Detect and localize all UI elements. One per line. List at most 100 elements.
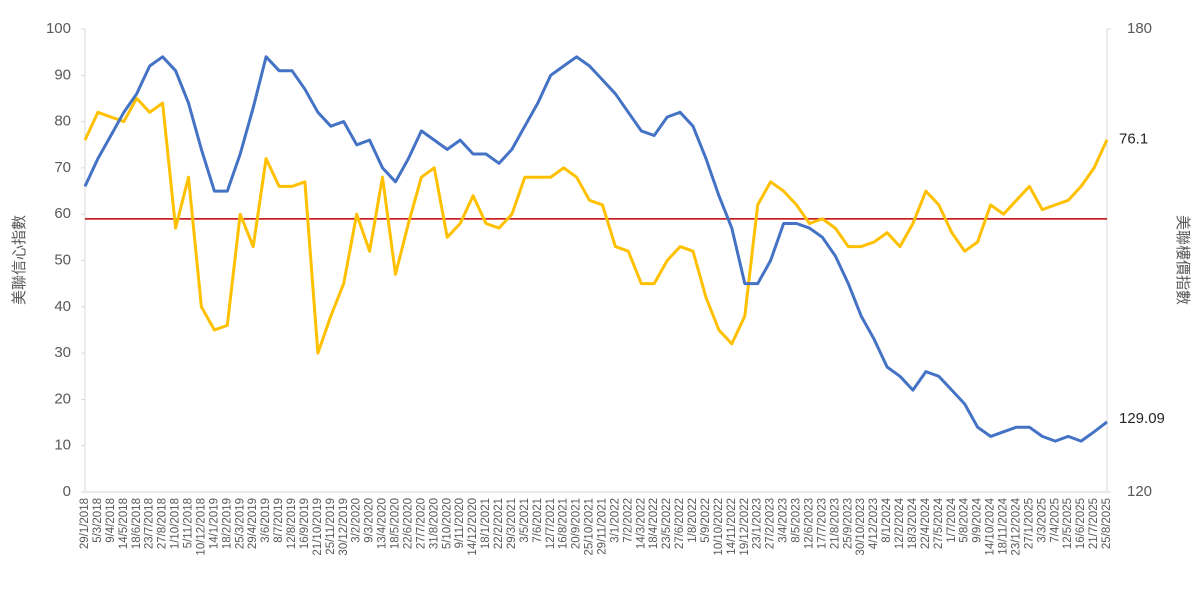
x-tick-label: 18/5/2020	[390, 498, 402, 549]
x-tick-label: 12/2/2024	[894, 497, 906, 549]
x-tick-label: 21/7/2025	[1088, 498, 1100, 549]
x-tick-label: 18/4/2022	[648, 498, 660, 549]
x-tick-label: 29/1/2018	[79, 498, 91, 549]
x-tick-label: 22/4/2024	[920, 497, 932, 549]
x-tick-label: 27/6/2022	[674, 498, 686, 549]
x-tick-label: 14/10/2024	[985, 497, 997, 555]
x-tick-label: 9/4/2018	[105, 498, 117, 543]
x-tick-label: 19/12/2022	[739, 498, 751, 556]
y-tick-label: 20	[54, 390, 71, 407]
y-tick-label: 50	[54, 251, 71, 268]
x-tick-label: 5/8/2024	[959, 497, 971, 542]
value-label: 76.1	[1119, 131, 1148, 148]
x-tick-label: 3/3/2025	[1036, 498, 1048, 543]
x-tick-label: 27/8/2018	[157, 498, 169, 549]
x-tick-label: 14/3/2022	[635, 498, 647, 549]
x-tick-label: 18/2/2019	[221, 498, 233, 549]
x-tick-label: 13/4/2020	[377, 498, 389, 549]
x-tick-label: 25/9/2023	[842, 498, 854, 549]
x-tick-label: 27/5/2024	[933, 497, 945, 549]
x-tick-label: 4/12/2023	[868, 498, 880, 549]
x-tick-label: 22/2/2021	[493, 498, 505, 549]
x-tick-label: 23/12/2024	[1010, 497, 1022, 555]
y-tick-label: 60	[54, 205, 71, 222]
x-tick-label: 3/6/2019	[260, 498, 272, 543]
x-tick-label: 23/1/2023	[752, 498, 764, 549]
x-tick-label: 12/7/2021	[545, 498, 557, 549]
x-tick-label: 14/1/2019	[208, 498, 220, 549]
x-tick-label: 18/11/2024	[998, 497, 1010, 554]
x-tick-label: 10/12/2018	[195, 498, 207, 556]
x-tick-label: 12/8/2019	[286, 498, 298, 549]
x-tick-label: 12/6/2023	[803, 498, 815, 549]
y-tick-label: 10	[54, 437, 71, 454]
x-tick-label: 27/7/2020	[415, 498, 427, 549]
x-tick-label: 25/3/2019	[234, 498, 246, 549]
x-tick-label: 16/8/2021	[558, 498, 570, 549]
x-tick-label: 18/3/2024	[907, 497, 919, 549]
x-tick-label: 27/2/2023	[765, 498, 777, 549]
x-tick-label: 17/7/2023	[816, 498, 828, 549]
y2-axis-title: 美聯樓價指數	[1174, 215, 1191, 305]
series-line	[83, 55, 1108, 443]
x-tick-label: 14/5/2018	[118, 498, 130, 549]
y-tick-label: 80	[54, 113, 71, 130]
x-tick-label: 29/11/2021	[596, 498, 608, 555]
y-tick-label: 70	[54, 159, 71, 176]
x-tick-label: 29/4/2019	[247, 498, 259, 549]
x-tick-label: 25/10/2021	[584, 498, 596, 556]
value-label: 129.09	[1119, 410, 1165, 427]
y2-tick-label: 120	[1127, 483, 1152, 500]
x-tick-label: 8/7/2019	[273, 498, 285, 543]
x-tick-label: 20/9/2021	[571, 498, 583, 549]
x-tick-label: 9/9/2024	[972, 497, 984, 542]
x-tick-label: 3/5/2021	[519, 498, 531, 543]
x-tick-label: 14/12/2020	[467, 498, 479, 556]
x-tick-label: 22/6/2020	[402, 498, 414, 549]
x-tick-label: 21/10/2019	[312, 498, 324, 556]
x-tick-label: 5/3/2018	[92, 498, 104, 543]
x-tick-label: 3/1/2022	[609, 498, 621, 543]
x-tick-label: 16/6/2025	[1075, 498, 1087, 549]
x-tick-label: 30/10/2023	[855, 498, 867, 556]
x-tick-label: 5/9/2022	[700, 498, 712, 543]
x-tick-label: 8/5/2023	[791, 498, 803, 543]
x-tick-label: 7/2/2022	[622, 498, 634, 543]
y-tick-label: 90	[54, 66, 71, 83]
x-tick-label: 14/11/2022	[726, 498, 738, 555]
x-tick-label: 18/1/2021	[480, 498, 492, 549]
x-tick-label: 1/10/2018	[170, 498, 182, 549]
x-tick-label: 23/7/2018	[144, 498, 156, 549]
x-tick-label: 10/10/2022	[713, 498, 725, 556]
x-tick-label: 12/5/2025	[1062, 498, 1074, 549]
x-tick-label: 5/10/2020	[441, 498, 453, 549]
x-tick-label: 30/12/2019	[338, 498, 350, 556]
x-tick-label: 1/7/2024	[946, 497, 958, 542]
x-tick-label: 3/2/2020	[351, 498, 363, 543]
y-axis-title: 美聯信心指數	[11, 215, 28, 305]
x-tick-label: 21/8/2023	[829, 498, 841, 549]
x-tick-label: 3/4/2023	[778, 498, 790, 543]
x-tick-label: 31/8/2020	[428, 498, 440, 549]
series-line	[83, 96, 1109, 355]
x-tick-label: 27/1/2025	[1023, 498, 1035, 549]
x-tick-label: 5/11/2018	[183, 498, 195, 548]
x-tick-label: 18/6/2018	[131, 498, 143, 549]
x-tick-label: 25/11/2019	[325, 498, 337, 555]
x-tick-label: 29/3/2021	[506, 498, 518, 549]
y2-tick-label: 180	[1127, 20, 1152, 37]
x-tick-label: 7/4/2025	[1049, 498, 1061, 543]
x-tick-label: 9/11/2020	[454, 498, 466, 548]
x-tick-label: 1/8/2022	[687, 498, 699, 543]
y-tick-label: 30	[54, 344, 71, 361]
x-tick-label: 9/3/2020	[364, 498, 376, 543]
x-tick-label: 16/9/2019	[299, 498, 311, 549]
x-tick-label: 8/1/2024	[881, 497, 893, 542]
y-tick-label: 40	[54, 298, 71, 315]
y-tick-label: 0	[63, 483, 71, 500]
x-tick-label: 23/5/2022	[661, 498, 673, 549]
y-tick-label: 100	[46, 20, 71, 37]
x-tick-label: 25/8/2025	[1101, 498, 1113, 549]
x-tick-label: 7/6/2021	[532, 498, 544, 543]
